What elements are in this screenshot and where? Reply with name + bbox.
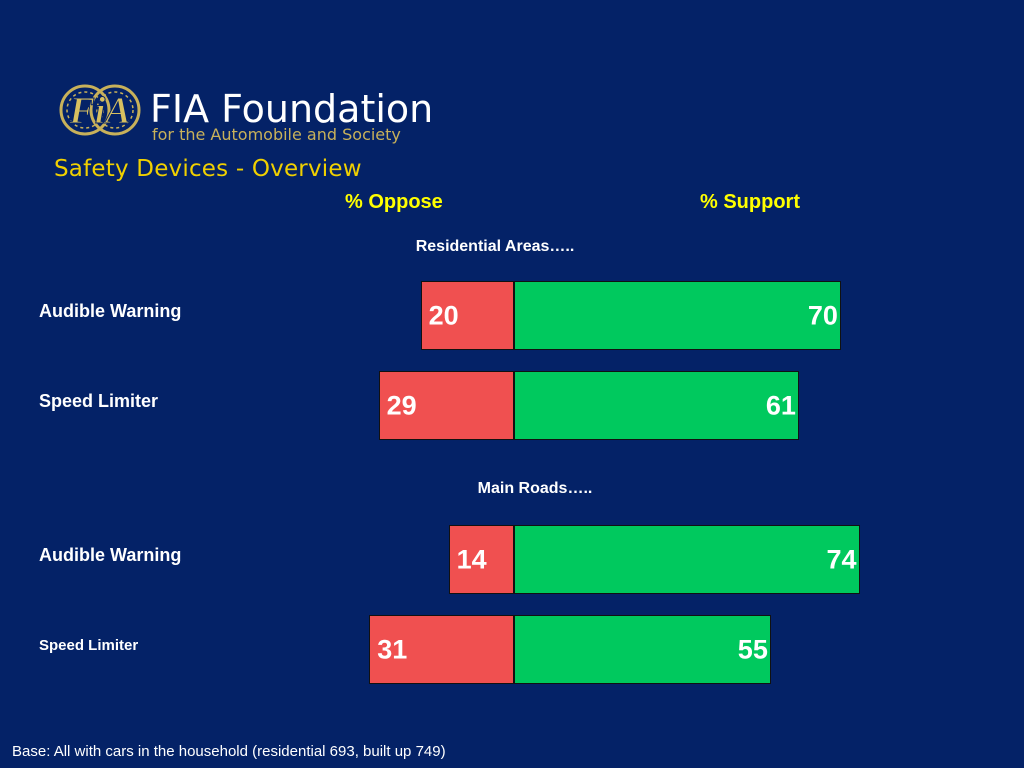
oppose-bar-0-1: 29	[378, 371, 514, 440]
oppose-value-label: 14	[456, 544, 487, 574]
slide-title: Safety Devices - Overview	[54, 156, 362, 182]
footnote: Base: All with cars in the household (re…	[12, 743, 446, 760]
support-value-label: 70	[807, 300, 838, 330]
logo-title: FIA Foundation	[150, 87, 433, 131]
row-label-1-1: Speed Limiter	[39, 637, 139, 654]
fia-foundation-logo: FiA FIA Foundation for the Automobile an…	[58, 78, 458, 150]
support-bar-0-1: 61	[514, 371, 799, 440]
row-label-0-0: Audible Warning	[39, 301, 182, 321]
support-bar-1-1: 55	[514, 615, 771, 684]
support-bar-0-0: 70	[514, 281, 841, 350]
oppose-bar-1-1: 31	[369, 615, 514, 684]
oppose-value-label: 31	[377, 634, 408, 664]
support-column-header: % Support	[700, 191, 800, 213]
oppose-column-header: % Oppose	[345, 191, 443, 213]
oppose-value-label: 29	[386, 390, 417, 420]
fia-emblem-text: FiA	[68, 90, 130, 132]
logo-subtitle: for the Automobile and Society	[152, 125, 401, 144]
section-label-0: Residential Areas…..	[415, 238, 575, 255]
row-label-1-0: Audible Warning	[39, 545, 182, 565]
oppose-bar-1-0: 14	[448, 525, 514, 594]
row-label-0-1: Speed Limiter	[39, 391, 159, 411]
fia-emblem-icon: FiA	[59, 84, 141, 136]
support-value-label: 61	[765, 390, 796, 420]
section-label-1: Main Roads…..	[477, 480, 593, 497]
support-value-label: 55	[737, 634, 768, 664]
oppose-bar-0-0: 20	[420, 281, 514, 350]
oppose-value-label: 20	[428, 300, 459, 330]
support-bar-1-0: 74	[514, 525, 860, 594]
support-value-label: 74	[826, 544, 857, 574]
